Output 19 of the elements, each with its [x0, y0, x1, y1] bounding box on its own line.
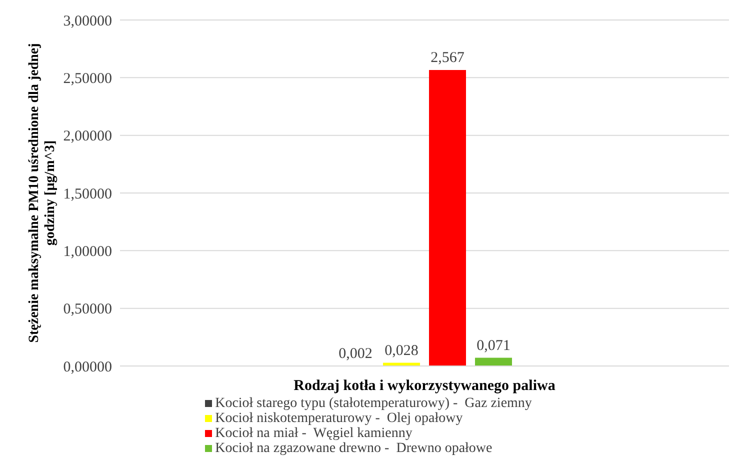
y-tick-label: 0,50000 — [63, 302, 112, 318]
y-tick-label: 3,00000 — [63, 13, 112, 30]
x-axis-title: Rodzaj kotła i wykorzystywanego paliwa — [294, 378, 556, 394]
legend-label: Kocioł starego typu (stałotemperaturowy) - Gaz ziemny — [215, 396, 532, 411]
y-tick-label: 2,50000 — [63, 70, 112, 87]
legend-label: Kocioł na zgazowane drewno - Drewno opałowe — [215, 441, 492, 456]
y-tick-label: 2,00000 — [63, 128, 112, 145]
data-label: 0,028 — [384, 342, 418, 359]
y-axis-title: Stężenie maksymalne PM10 uśrednione dla jednej godziny [µg/m^3] — [27, 42, 59, 345]
y-tick-label: 0,00000 — [63, 359, 112, 376]
legend-label: Kocioł niskotemperaturowy - Olej opałowy — [215, 411, 463, 426]
y-tick-label: 1,50000 — [63, 186, 112, 202]
bar — [429, 70, 466, 366]
data-label: 0,071 — [476, 338, 510, 354]
data-label: 0,002 — [338, 346, 372, 362]
data-label: 2,567 — [430, 50, 465, 66]
y-tick-label: 1,00000 — [63, 244, 112, 260]
bar — [475, 358, 512, 366]
legend-label: Kocioł na miał - Węgiel kamienny — [215, 426, 412, 441]
